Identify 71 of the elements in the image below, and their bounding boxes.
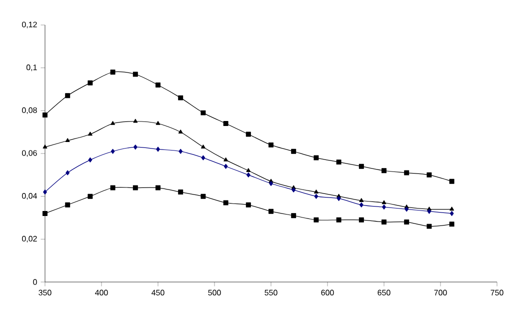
point <box>224 157 228 162</box>
point <box>201 155 206 160</box>
point <box>359 198 364 202</box>
point <box>178 130 183 134</box>
point <box>314 155 319 160</box>
point <box>156 146 160 152</box>
point <box>246 132 251 137</box>
point <box>200 194 206 199</box>
point <box>426 172 432 178</box>
point <box>110 185 116 190</box>
point <box>291 148 296 154</box>
point <box>156 121 160 125</box>
point <box>200 110 206 116</box>
point <box>178 95 184 100</box>
point <box>42 144 48 148</box>
point <box>450 206 454 211</box>
point <box>246 172 250 178</box>
point <box>133 144 138 150</box>
point <box>110 70 116 75</box>
point <box>43 190 47 195</box>
point <box>132 72 138 77</box>
point <box>42 210 48 216</box>
point <box>201 144 206 148</box>
point <box>246 168 251 172</box>
point <box>404 206 409 212</box>
point <box>382 220 386 225</box>
point <box>65 93 70 98</box>
point <box>65 202 70 208</box>
point <box>268 142 274 148</box>
point <box>291 213 296 218</box>
point <box>178 190 184 195</box>
point <box>132 185 138 190</box>
point <box>224 164 228 169</box>
point <box>314 194 318 199</box>
point <box>65 138 70 142</box>
point <box>269 180 273 186</box>
point <box>336 196 341 201</box>
point <box>88 132 92 136</box>
point <box>314 190 318 194</box>
point <box>110 121 116 125</box>
point <box>404 170 410 176</box>
point <box>223 200 228 206</box>
point <box>382 168 386 174</box>
point <box>223 121 228 126</box>
point <box>358 164 364 169</box>
point <box>336 160 342 165</box>
point <box>178 148 183 154</box>
point <box>449 178 454 184</box>
point <box>382 200 386 204</box>
point <box>156 82 160 88</box>
point <box>156 185 160 190</box>
point <box>292 187 296 192</box>
point <box>382 204 386 210</box>
point <box>268 208 274 214</box>
point <box>88 80 93 86</box>
point <box>133 118 138 123</box>
point <box>314 217 319 222</box>
point <box>359 202 364 208</box>
point <box>358 217 364 222</box>
point <box>88 194 93 199</box>
point <box>449 222 454 227</box>
point <box>246 202 251 208</box>
point <box>426 224 432 229</box>
point <box>404 220 410 225</box>
point <box>427 208 432 214</box>
point <box>336 217 342 222</box>
point <box>42 112 48 118</box>
point <box>66 170 70 176</box>
point <box>110 148 115 154</box>
point <box>450 210 454 216</box>
point <box>88 157 92 162</box>
